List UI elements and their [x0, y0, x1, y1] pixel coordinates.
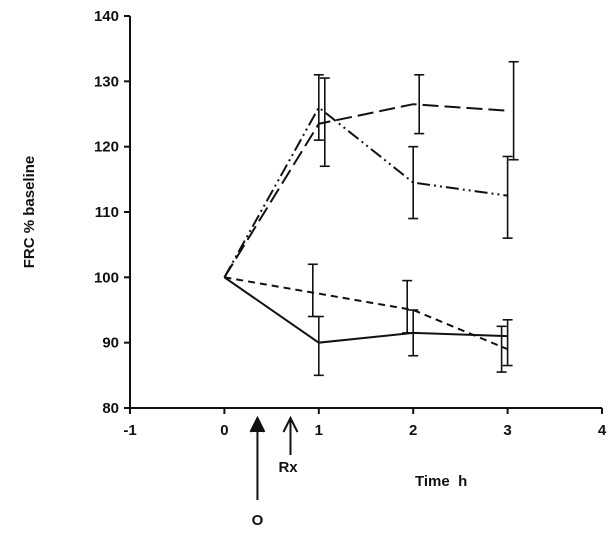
- series-line-short-dash: [224, 276, 508, 351]
- series-solid: [223, 276, 513, 377]
- series-layer: [223, 60, 519, 377]
- series-line-dash-dot-dot: [223, 105, 508, 278]
- x-axis-title: Time h: [415, 473, 467, 490]
- series-long-dash: [223, 60, 519, 278]
- arrow-head: [249, 415, 266, 433]
- y-tick-label: 140: [94, 8, 119, 25]
- y-tick-label: 110: [95, 204, 119, 221]
- series-line-solid: [223, 276, 508, 344]
- series-dash-dot-dot: [223, 74, 513, 278]
- y-tick-label: 130: [94, 73, 119, 90]
- y-tick-label: 100: [94, 269, 119, 286]
- annotation-arrow-o: O: [249, 415, 266, 529]
- x-tick-label: 2: [409, 422, 417, 439]
- annotation-layer: O Rx: [249, 415, 299, 529]
- axes: -1 0 1 2 3 4 80 90 100 110 120 130 140: [94, 8, 607, 439]
- y-tick-label: 90: [102, 335, 119, 352]
- y-axis-title: FRC % baseline: [21, 156, 38, 269]
- arrow-head: [282, 415, 299, 433]
- annotation-label: O: [252, 512, 264, 529]
- annotation-arrow-rx: Rx: [278, 415, 299, 476]
- x-tick-label: 3: [503, 422, 511, 439]
- x-tick-label: 1: [315, 422, 323, 439]
- x-tick-label: 0: [220, 422, 228, 439]
- x-tick-label: -1: [123, 422, 136, 439]
- annotation-label: Rx: [278, 459, 298, 476]
- series-short-dash: [224, 263, 508, 373]
- y-tick-label: 80: [102, 400, 119, 417]
- x-tick-label: 4: [598, 422, 607, 439]
- series-line-long-dash: [223, 103, 508, 278]
- y-tick-label: 120: [94, 139, 119, 156]
